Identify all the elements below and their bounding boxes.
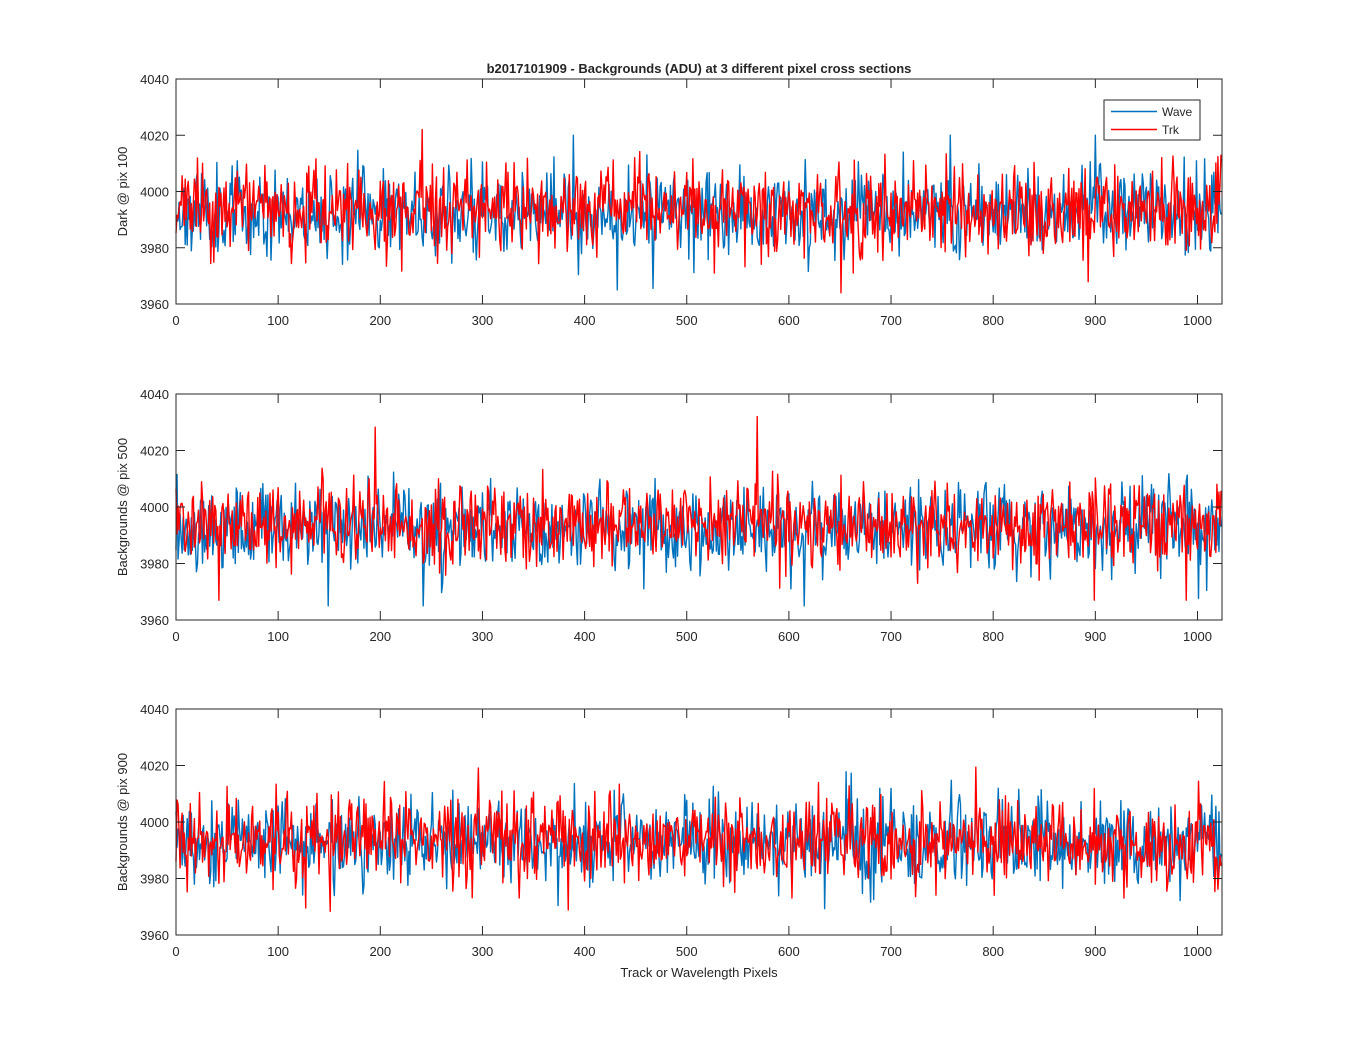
x-tick-label: 600 [778,944,800,959]
subplot-pix-900: 0 100 200 300 400 500 600 700 800 900 1000 3960 3980… [115,702,1223,959]
x-tick-label: 600 [778,629,800,644]
x-tick-label: 500 [676,944,698,959]
y-tick-label: 4000 [140,185,169,200]
y-tick-label: 4020 [140,444,169,459]
y-tick-label: 3980 [140,241,169,256]
y-tick-label: 4000 [140,500,169,515]
legend-wave-label: Wave [1162,105,1193,119]
series-line-trk [175,766,1222,913]
series-line-trk [175,128,1222,294]
chart-title: b2017101909 - Backgrounds (ADU) at 3 dif… [487,61,912,76]
x-tick-label: 300 [472,629,494,644]
x-tick-label: 800 [982,629,1004,644]
x-tick-label: 0 [172,629,179,644]
x-tick-label: 100 [267,313,289,328]
x-tick-label: 700 [880,629,902,644]
x-tick-label: 800 [982,944,1004,959]
y-tick-label: 4040 [140,387,169,402]
x-tick-label: 200 [369,944,391,959]
x-tick-label: 400 [574,629,596,644]
x-tick-label: 900 [1084,313,1106,328]
x-tick-label: 500 [676,629,698,644]
x-tick-label: 1000 [1183,944,1212,959]
y-tick-label: 4020 [140,759,169,774]
x-tick-label: 400 [574,944,596,959]
x-tick-label: 200 [369,629,391,644]
y-axis-label: Backgrounds @ pix 500 [115,438,130,576]
x-tick-label: 800 [982,313,1004,328]
x-tick-label: 900 [1084,629,1106,644]
x-tick-label: 0 [172,944,179,959]
x-tick-label: 1000 [1183,313,1212,328]
legend-trk-label: Trk [1162,123,1180,137]
subplot-pix-100: 0 100 200 300 400 500 600 700 800 900 1000 3960 3980… [115,72,1223,328]
y-axis-label: Dark @ pix 100 [115,147,130,237]
x-tick-label: 600 [778,313,800,328]
x-tick-label: 200 [369,313,391,328]
x-tick-label: 300 [472,944,494,959]
x-axis-label: Track or Wavelength Pixels [620,965,778,980]
x-tick-label: 1000 [1183,629,1212,644]
x-tick-label: 400 [574,313,596,328]
x-tick-label: 300 [472,313,494,328]
x-tick-label: 700 [880,944,902,959]
x-tick-label: 500 [676,313,698,328]
y-tick-label: 3960 [140,613,169,628]
legend-box [1103,99,1201,141]
legend: Wave Trk [1103,99,1201,141]
x-tick-label: 700 [880,313,902,328]
y-tick-label: 3960 [140,297,169,312]
y-axis-label: Backgrounds @ pix 900 [115,753,130,891]
x-tick-label: 900 [1084,944,1106,959]
y-tick-label: 4040 [140,72,169,87]
x-tick-label: 100 [267,629,289,644]
y-tick-label: 4040 [140,702,169,717]
subplot-pix-500: 0 100 200 300 400 500 600 700 800 900 1000 3960 3980… [115,387,1223,644]
y-tick-label: 3960 [140,928,169,943]
series-line-trk [175,415,1222,601]
y-tick-label: 4000 [140,815,169,830]
y-tick-label: 4020 [140,128,169,143]
x-tick-label: 0 [172,313,179,328]
y-tick-label: 3980 [140,557,169,572]
x-tick-label: 100 [267,944,289,959]
y-tick-label: 3980 [140,872,169,887]
